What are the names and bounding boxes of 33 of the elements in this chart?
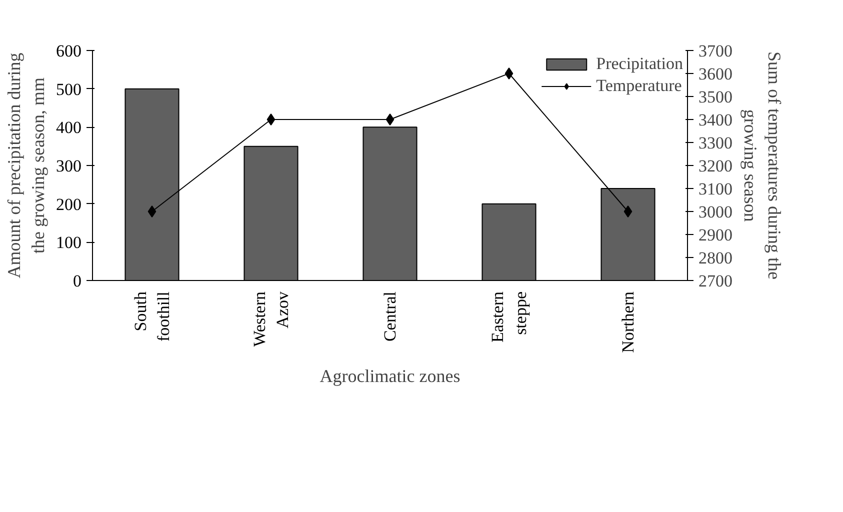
y2-axis-title: Sum of temperatures during the growing season — [740, 52, 784, 280]
y2-tick-label: 2800 — [698, 248, 732, 268]
x-tick-label: Northern — [618, 291, 638, 353]
x-tick-label: Eastern steppe — [488, 291, 530, 342]
y2-tick-label: 2900 — [698, 226, 732, 244]
y-tick-label: 400 — [56, 118, 82, 138]
y2-tick-label: 3700 — [698, 42, 732, 60]
y2-tick-label: 2700 — [698, 272, 732, 290]
y-tick-label: 0 — [73, 272, 82, 290]
point — [504, 68, 514, 80]
y2-tick-label: 3100 — [698, 180, 732, 198]
x-tick-label: Western Azov — [250, 291, 292, 347]
x-tick-label: Central — [380, 291, 400, 342]
y-axis-title: Amount of precipitation during the growing season, mm — [4, 52, 48, 278]
x-tick-label: South foothill — [131, 291, 173, 342]
point — [624, 206, 632, 218]
point — [266, 114, 276, 126]
y2-tick-label: 3200 — [698, 156, 732, 176]
point — [148, 206, 156, 218]
y2-tick-label: 3300 — [698, 134, 732, 152]
point — [386, 114, 394, 126]
y-tick-label: 200 — [56, 194, 82, 214]
y2-tick-label: 3600 — [698, 64, 732, 84]
y-tick-label: 600 — [56, 42, 82, 60]
y-tick-label: 100 — [56, 233, 82, 252]
y-tick-label: 300 — [56, 156, 82, 176]
y2-tick-label: 3500 — [698, 88, 732, 106]
legend-label: Temperature — [596, 76, 682, 96]
x-axis-title: Agroclimatic zones — [320, 366, 460, 386]
y2-tick-label: 3000 — [698, 202, 732, 222]
legend-label: Precipitation — [596, 54, 683, 74]
y-tick-label: 500 — [56, 80, 82, 99]
y2-tick-label: 3400 — [698, 110, 732, 130]
